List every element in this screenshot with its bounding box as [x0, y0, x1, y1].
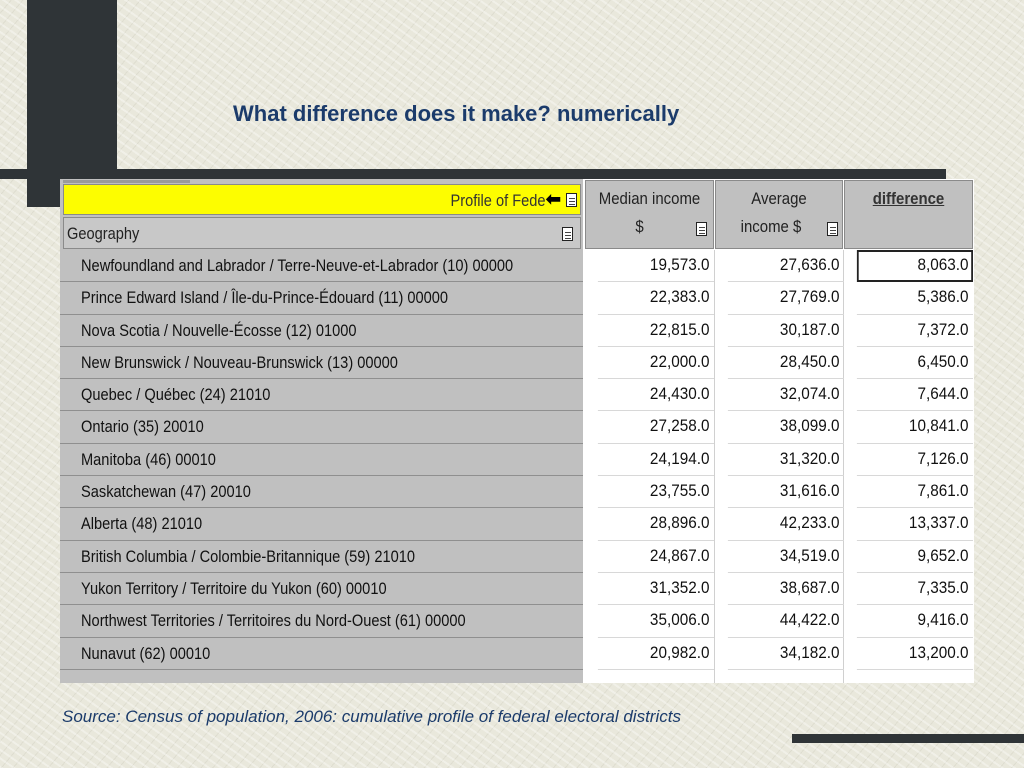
- column-divider: [843, 250, 844, 683]
- median-value[interactable]: 28,896.0: [597, 508, 714, 541]
- average-value[interactable]: 31,616.0: [727, 476, 844, 509]
- difference-value[interactable]: 9,416.0: [856, 605, 973, 638]
- profile-label: Profile of Fede: [450, 191, 546, 210]
- median-header-line1: Median income: [598, 189, 701, 208]
- difference-value[interactable]: 6,450.0: [856, 347, 973, 380]
- geography-name: Northwest Territories / Territoires du N…: [81, 611, 466, 631]
- median-value[interactable]: 31,352.0: [597, 573, 714, 606]
- average-value[interactable]: 38,099.0: [727, 411, 844, 444]
- geography-name: Alberta (48) 21010: [81, 514, 203, 534]
- slide-title: What difference does it make? numericall…: [233, 101, 680, 126]
- table-row[interactable]: Ontario (35) 20010: [60, 411, 583, 444]
- average-header-line2: income $: [740, 217, 802, 236]
- average-value[interactable]: 27,769.0: [727, 282, 844, 315]
- geography-name: Yukon Territory / Territoire du Yukon (6…: [81, 578, 387, 598]
- source-note: Source: Census of population, 2006: cumu…: [62, 707, 681, 726]
- median-value[interactable]: 22,815.0: [597, 315, 714, 347]
- profile-selector[interactable]: Profile of Fede ⬅: [63, 184, 581, 215]
- difference-value[interactable]: 10,841.0: [856, 411, 973, 444]
- table-row[interactable]: New Brunswick / Nouveau-Brunswick (13) 0…: [60, 347, 583, 380]
- median-value[interactable]: 22,000.0: [597, 347, 714, 380]
- table-row[interactable]: Newfoundland and Labrador / Terre-Neuve-…: [60, 250, 583, 283]
- table-row[interactable]: British Columbia / Colombie-Britannique …: [60, 541, 583, 573]
- geography-label: Geography: [67, 224, 140, 243]
- difference-value[interactable]: 7,861.0: [856, 476, 973, 509]
- average-value[interactable]: 30,187.0: [727, 315, 844, 347]
- average-income-column: 27,636.0 27,769.0 30,187.0 28,450.0 32,074.0…: [715, 250, 844, 670]
- geography-name: Nova Scotia / Nouvelle-Écosse (12) 01000: [81, 320, 357, 340]
- table-row[interactable]: Quebec / Québec (24) 21010: [60, 379, 583, 412]
- geography-name: Newfoundland and Labrador / Terre-Neuve-…: [81, 256, 514, 275]
- geography-name: Saskatchewan (47) 20010: [81, 482, 251, 502]
- column-divider: [714, 250, 715, 683]
- table-row[interactable]: Nunavut (62) 00010: [60, 638, 583, 670]
- data-table: Profile of Fede ⬅ Geography Newfoundland…: [60, 179, 974, 683]
- median-value[interactable]: 19,573.0: [597, 250, 714, 283]
- difference-header-label: difference: [872, 189, 945, 208]
- document-icon[interactable]: [566, 193, 577, 207]
- difference-value[interactable]: 7,372.0: [856, 315, 973, 347]
- median-value[interactable]: 22,383.0: [597, 282, 714, 315]
- average-value[interactable]: 32,074.0: [727, 379, 844, 412]
- table-row[interactable]: Alberta (48) 21010: [60, 508, 583, 541]
- median-income-header[interactable]: Median income $: [585, 180, 714, 249]
- difference-value[interactable]: 7,335.0: [856, 573, 973, 606]
- geography-name: New Brunswick / Nouveau-Brunswick (13) 0…: [81, 352, 398, 372]
- geography-name: British Columbia / Colombie-Britannique …: [81, 546, 416, 566]
- geography-name: Prince Edward Island / Île-du-Prince-Édo…: [81, 288, 449, 308]
- median-income-column: 19,573.0 22,383.0 22,815.0 22,000.0 24,430.0…: [585, 250, 714, 670]
- geography-name: Manitoba (46) 00010: [81, 449, 216, 469]
- geography-pane: Profile of Fede ⬅ Geography Newfoundland…: [60, 179, 583, 683]
- decorative-bar-bottom: [792, 734, 1024, 743]
- median-value[interactable]: 24,194.0: [597, 444, 714, 477]
- average-value[interactable]: 27,636.0: [727, 250, 844, 283]
- document-icon[interactable]: [696, 222, 707, 236]
- average-income-header[interactable]: Average income $: [715, 180, 843, 249]
- document-icon[interactable]: [562, 227, 573, 241]
- median-value[interactable]: 35,006.0: [597, 605, 714, 638]
- median-value[interactable]: 27,258.0: [597, 411, 714, 444]
- average-value[interactable]: 28,450.0: [727, 347, 844, 380]
- average-value[interactable]: 34,519.0: [727, 541, 844, 573]
- average-value[interactable]: 31,320.0: [727, 444, 844, 477]
- difference-column: 8,063.0 5,386.0 7,372.0 6,450.0 7,644.0 10,84…: [844, 250, 973, 670]
- table-row[interactable]: Prince Edward Island / Île-du-Prince-Édo…: [60, 282, 583, 315]
- table-row[interactable]: Manitoba (46) 00010: [60, 444, 583, 477]
- median-value[interactable]: 24,430.0: [597, 379, 714, 412]
- document-icon[interactable]: [827, 222, 838, 236]
- difference-value[interactable]: 13,200.0: [856, 638, 973, 670]
- median-value[interactable]: 20,982.0: [597, 638, 714, 670]
- average-value[interactable]: 42,233.0: [727, 508, 844, 541]
- geography-name: Nunavut (62) 00010: [81, 643, 211, 663]
- table-row[interactable]: Northwest Territories / Territoires du N…: [60, 605, 583, 638]
- average-value[interactable]: 34,182.0: [727, 638, 844, 670]
- pane-tab: [63, 180, 190, 183]
- median-header-line2: $: [635, 217, 644, 236]
- difference-value[interactable]: 7,644.0: [856, 379, 973, 412]
- difference-value[interactable]: 9,652.0: [856, 541, 973, 573]
- difference-value[interactable]: 7,126.0: [856, 444, 973, 477]
- median-value[interactable]: 23,755.0: [597, 476, 714, 509]
- table-row[interactable]: Nova Scotia / Nouvelle-Écosse (12) 01000: [60, 315, 583, 347]
- table-row[interactable]: Saskatchewan (47) 20010: [60, 476, 583, 509]
- table-row[interactable]: Yukon Territory / Territoire du Yukon (6…: [60, 573, 583, 606]
- difference-value[interactable]: 5,386.0: [856, 282, 973, 315]
- median-value[interactable]: 24,867.0: [597, 541, 714, 573]
- average-header-line1: Average: [751, 189, 807, 208]
- difference-value[interactable]: 8,063.0: [856, 250, 973, 283]
- average-value[interactable]: 44,422.0: [727, 605, 844, 638]
- geography-header[interactable]: Geography: [63, 217, 581, 249]
- geography-name: Quebec / Québec (24) 21010: [81, 385, 271, 405]
- geography-name: Ontario (35) 20010: [81, 417, 204, 437]
- average-value[interactable]: 38,687.0: [727, 573, 844, 606]
- difference-header[interactable]: difference: [844, 180, 973, 249]
- decorative-bar-top: [0, 169, 946, 179]
- arrow-left-icon[interactable]: ⬅: [545, 189, 561, 209]
- row-labels: Newfoundland and Labrador / Terre-Neuve-…: [60, 250, 583, 670]
- difference-value[interactable]: 13,337.0: [856, 508, 973, 541]
